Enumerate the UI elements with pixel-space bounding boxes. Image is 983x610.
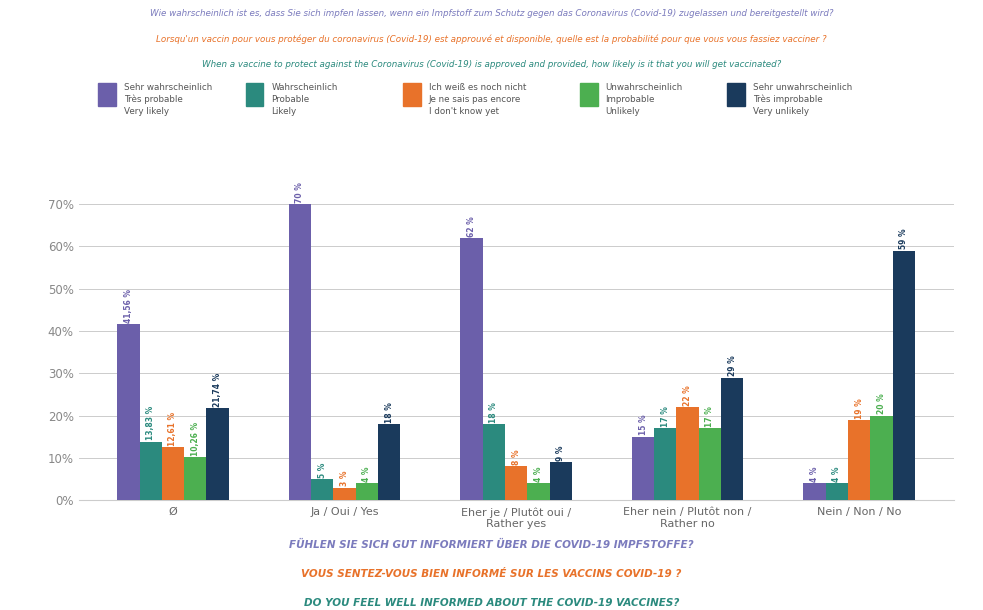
Bar bbox=[378, 424, 400, 500]
Text: 13,83 %: 13,83 % bbox=[146, 406, 155, 440]
Text: Wie wahrscheinlich ist es, dass Sie sich impfen lassen, wenn ein Impfstoff zum S: Wie wahrscheinlich ist es, dass Sie sich… bbox=[149, 9, 834, 18]
Text: 17 %: 17 % bbox=[661, 406, 669, 427]
Bar bbox=[870, 415, 893, 500]
Text: 41,56 %: 41,56 % bbox=[124, 289, 133, 323]
Bar bbox=[483, 424, 505, 500]
Bar bbox=[333, 487, 356, 500]
Bar bbox=[549, 462, 572, 500]
Bar bbox=[117, 325, 140, 500]
Text: 9 %: 9 % bbox=[556, 445, 565, 461]
Text: 70 %: 70 % bbox=[296, 182, 305, 203]
Text: When a vaccine to protect against the Coronavirus (Covid-19) is approved and pro: When a vaccine to protect against the Co… bbox=[202, 60, 781, 70]
Text: 15 %: 15 % bbox=[639, 415, 648, 436]
Bar bbox=[803, 483, 826, 500]
Text: 17 %: 17 % bbox=[706, 406, 715, 427]
Bar bbox=[676, 407, 699, 500]
Text: 4 %: 4 % bbox=[363, 467, 372, 482]
Bar bbox=[162, 447, 184, 500]
Text: Wahrscheinlich
Probable
Likely: Wahrscheinlich Probable Likely bbox=[271, 83, 338, 115]
Text: 59 %: 59 % bbox=[899, 229, 908, 249]
Text: 12,61 %: 12,61 % bbox=[168, 412, 178, 445]
Text: Ich weiß es noch nicht
Je ne sais pas encore
I don't know yet: Ich weiß es noch nicht Je ne sais pas en… bbox=[429, 83, 526, 115]
Text: 18 %: 18 % bbox=[384, 402, 393, 423]
Text: FÜHLEN SIE SICH GUT INFORMIERT ÜBER DIE COVID-19 IMPFSTOFFE?: FÜHLEN SIE SICH GUT INFORMIERT ÜBER DIE … bbox=[289, 540, 694, 550]
Text: 19 %: 19 % bbox=[854, 398, 864, 418]
Text: 62 %: 62 % bbox=[467, 216, 476, 237]
Text: 21,74 %: 21,74 % bbox=[213, 373, 222, 407]
Bar bbox=[206, 408, 229, 500]
Text: 8 %: 8 % bbox=[511, 450, 521, 465]
Bar bbox=[505, 467, 527, 500]
Text: Unwahrscheinlich
Improbable
Unlikely: Unwahrscheinlich Improbable Unlikely bbox=[606, 83, 683, 115]
Bar bbox=[184, 457, 206, 500]
Text: 4 %: 4 % bbox=[534, 467, 543, 482]
Bar bbox=[699, 428, 722, 500]
Text: DO YOU FEEL WELL INFORMED ABOUT THE COVID-19 VACCINES?: DO YOU FEEL WELL INFORMED ABOUT THE COVI… bbox=[304, 598, 679, 608]
Text: 29 %: 29 % bbox=[727, 356, 736, 376]
Text: 20 %: 20 % bbox=[877, 393, 886, 414]
Bar bbox=[654, 428, 676, 500]
Bar bbox=[140, 442, 162, 500]
Text: VOUS SENTEZ-VOUS BIEN INFORMÉ SUR LES VACCINS COVID-19 ?: VOUS SENTEZ-VOUS BIEN INFORMÉ SUR LES VA… bbox=[302, 569, 681, 579]
Text: 22 %: 22 % bbox=[683, 385, 692, 406]
Bar bbox=[893, 251, 915, 500]
Bar bbox=[356, 483, 378, 500]
Bar bbox=[311, 479, 333, 500]
Bar bbox=[460, 238, 483, 500]
Text: Lorsqu'un vaccin pour vous protéger du coronavirus (Covid-19) est approuvé et di: Lorsqu'un vaccin pour vous protéger du c… bbox=[156, 35, 827, 45]
Bar bbox=[722, 378, 743, 500]
Text: Sehr wahrscheinlich
Très probable
Very likely: Sehr wahrscheinlich Très probable Very l… bbox=[124, 83, 212, 117]
Text: 4 %: 4 % bbox=[833, 467, 841, 482]
Bar bbox=[632, 437, 654, 500]
Text: 3 %: 3 % bbox=[340, 471, 349, 486]
Text: 4 %: 4 % bbox=[810, 467, 819, 482]
Bar bbox=[527, 483, 549, 500]
Text: Sehr unwahrscheinlich
Très improbable
Very unlikely: Sehr unwahrscheinlich Très improbable Ve… bbox=[753, 83, 852, 117]
Bar bbox=[289, 204, 311, 500]
Bar bbox=[826, 483, 848, 500]
Text: 18 %: 18 % bbox=[490, 402, 498, 423]
Text: 10,26 %: 10,26 % bbox=[191, 422, 200, 456]
Text: 5 %: 5 % bbox=[318, 462, 326, 478]
Bar bbox=[848, 420, 870, 500]
